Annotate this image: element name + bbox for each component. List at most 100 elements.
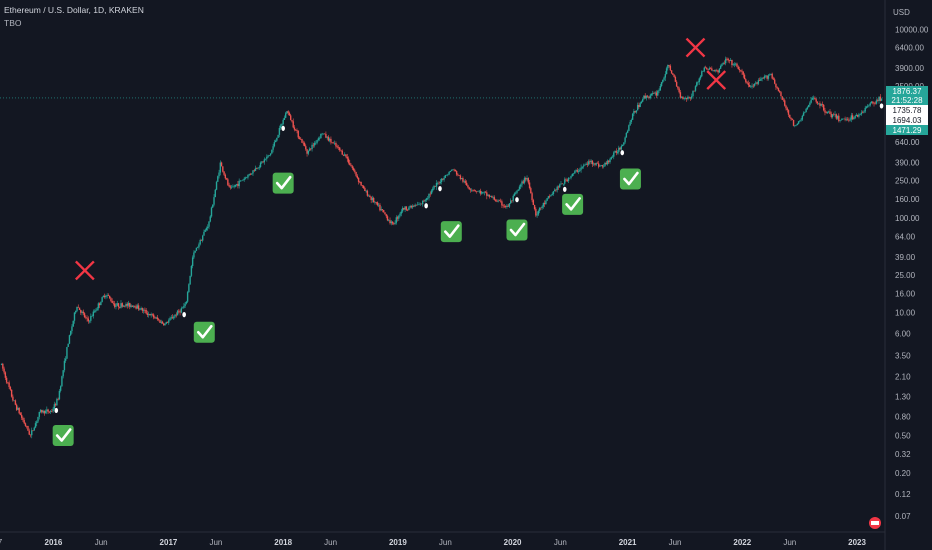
candle-body <box>375 202 377 203</box>
buy-signal-marker <box>879 103 884 109</box>
candle-body <box>655 92 658 96</box>
candle-body <box>414 204 416 207</box>
candle-body <box>780 92 782 97</box>
candle-body <box>838 115 840 121</box>
candle-body <box>735 63 737 65</box>
candle-body <box>305 146 307 150</box>
candle-body <box>763 76 766 79</box>
candle-body <box>484 191 487 193</box>
candle-body <box>219 162 222 173</box>
candle-body <box>509 200 512 204</box>
indicator-label[interactable]: TBO <box>4 18 22 28</box>
candle-body <box>801 115 804 120</box>
candle-body <box>433 185 435 189</box>
candle-body <box>604 162 606 166</box>
candle-body <box>492 197 494 198</box>
cross-stroke <box>75 260 95 281</box>
buy-signal-marker <box>424 203 428 209</box>
candle-body <box>736 63 738 67</box>
candle-body <box>545 200 547 205</box>
candle-body <box>159 320 161 323</box>
candle-body <box>10 389 13 397</box>
candle-body <box>804 112 806 113</box>
candle-body <box>605 162 607 165</box>
candle-body <box>111 300 113 303</box>
candle-body <box>435 182 438 187</box>
candle-body <box>577 170 580 172</box>
candle-body <box>753 83 756 86</box>
candle-body <box>302 142 304 144</box>
candle-body <box>339 147 341 151</box>
candle-body <box>870 101 873 104</box>
candle-body <box>401 207 404 212</box>
candle-body <box>365 190 367 192</box>
candle-body <box>180 308 183 313</box>
candle-body <box>121 303 123 307</box>
candle-body <box>877 100 879 102</box>
y-tick-label: 0.80 <box>895 412 911 421</box>
candle-body <box>82 311 84 314</box>
y-tick-label: 1.30 <box>895 392 911 401</box>
candle-body <box>273 142 276 147</box>
check-mark-box <box>562 193 584 215</box>
candle-body <box>586 163 589 165</box>
candle-body <box>200 239 203 241</box>
candle-body <box>83 313 86 318</box>
candle-body <box>274 140 277 143</box>
candle-body <box>799 120 801 122</box>
candle-body <box>792 119 795 126</box>
candle-body <box>610 157 612 160</box>
candle-body <box>293 127 296 130</box>
candle-body <box>591 160 594 165</box>
candle-body <box>453 169 455 171</box>
candle-body <box>409 205 411 208</box>
candle-body <box>699 76 702 79</box>
candle-body <box>14 400 17 405</box>
candle-body <box>322 133 325 135</box>
candle-body <box>75 310 77 313</box>
candle-body <box>141 308 144 311</box>
candle-body <box>87 318 90 322</box>
candle-body <box>46 409 48 411</box>
candle-body <box>266 156 268 159</box>
check-mark-icon <box>272 172 294 194</box>
candle-body <box>693 90 695 92</box>
candle-body <box>688 96 690 98</box>
candle-body <box>237 183 239 187</box>
candle-body <box>590 160 592 163</box>
check-mark-box <box>440 221 462 243</box>
check-mark-glyph <box>623 171 639 186</box>
y-tick-label: 6400.00 <box>895 44 924 53</box>
x-tick-label: 2022 <box>733 538 751 547</box>
candle-body <box>600 165 602 166</box>
candle-body <box>34 423 37 428</box>
candle-body <box>330 138 332 143</box>
candle-body <box>51 411 53 412</box>
candle-body <box>161 321 164 324</box>
event-flag-icon <box>869 517 881 529</box>
candle-body <box>518 186 521 190</box>
candle-body <box>467 185 469 188</box>
candle-body <box>564 179 566 184</box>
candle-body <box>543 202 546 205</box>
candle-body <box>624 137 626 143</box>
candle-body <box>552 191 555 195</box>
candle-body <box>776 87 778 89</box>
candle-body <box>261 161 263 163</box>
candle-body <box>427 198 429 199</box>
candle-body <box>243 178 245 181</box>
candle-body <box>311 144 313 150</box>
candle-body <box>183 306 185 308</box>
candle-body <box>37 416 39 422</box>
candle-body <box>615 151 617 153</box>
candle-body <box>195 247 198 251</box>
candle-body <box>0 363 3 365</box>
candle-body <box>8 382 10 388</box>
candle-body <box>233 186 235 188</box>
candle-body <box>418 204 420 205</box>
candle-body <box>522 181 524 183</box>
candle-body <box>457 174 459 176</box>
candle-body <box>91 316 93 317</box>
